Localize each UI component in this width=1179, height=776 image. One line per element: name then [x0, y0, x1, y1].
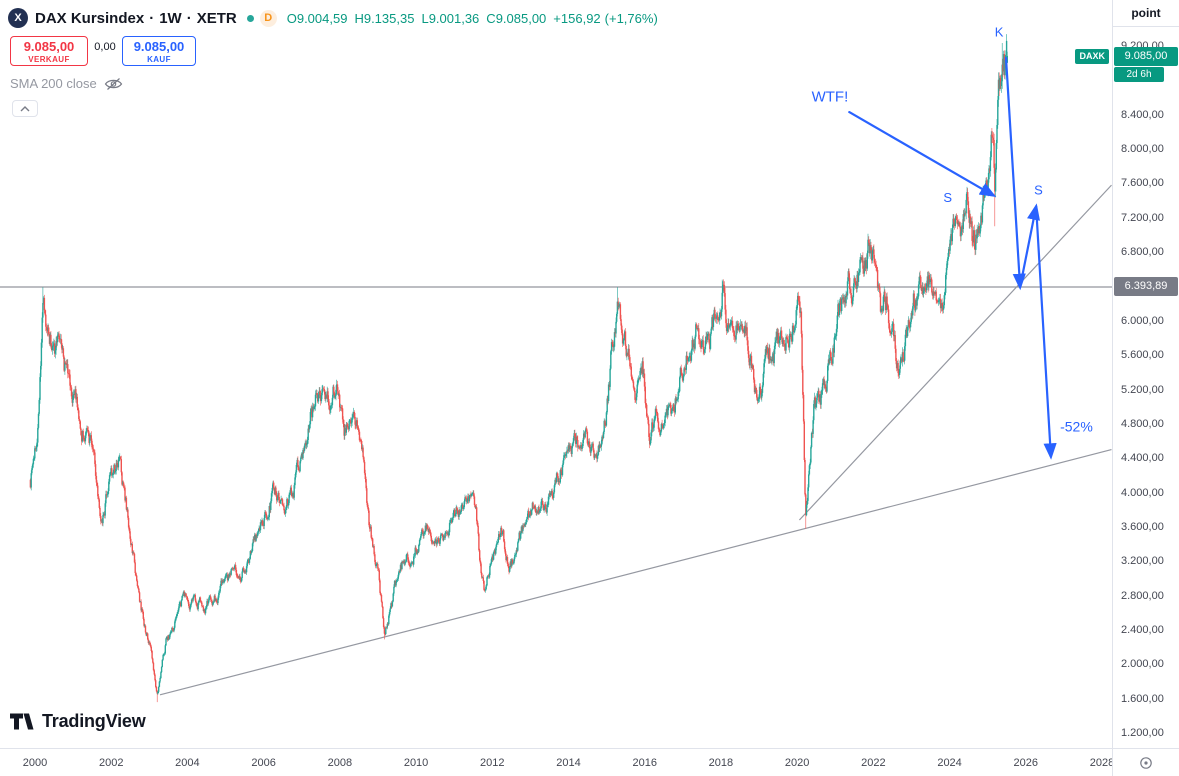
- ohlc-high-label: H: [354, 10, 364, 26]
- time-tick-label: 2026: [1013, 756, 1039, 769]
- price-tick-label: 4.000,00: [1121, 486, 1164, 499]
- change-percent: (+1,76%): [604, 10, 658, 26]
- price-tick-label: 3.200,00: [1121, 555, 1164, 568]
- symbol-price-tag: DAXK: [1075, 48, 1109, 64]
- svg-text:S: S: [1034, 182, 1043, 197]
- indicator-legend[interactable]: SMA 200 close: [10, 76, 123, 91]
- svg-text:S: S: [943, 190, 952, 205]
- price-tick-label: 8.400,00: [1121, 108, 1164, 121]
- buy-button[interactable]: 9.085,00 KAUF: [122, 36, 196, 66]
- trade-panel: 9.085,00 VERKAUF 0,00 9.085,00 KAUF: [10, 36, 196, 66]
- time-tick-label: 2000: [22, 756, 48, 769]
- svg-text:-52%: -52%: [1060, 418, 1093, 434]
- axis-corner[interactable]: [1112, 748, 1179, 776]
- current-price-badge: 9.085,00: [1114, 46, 1178, 66]
- bar-countdown-badge: 2d 6h: [1114, 66, 1164, 82]
- separator: ·: [149, 9, 155, 27]
- ohlc-high-value: 9.135,35: [363, 10, 415, 26]
- ohlc-values: O 9.004,59 H 9.135,35 L 9.001,36 C 9.085,00 …: [287, 11, 658, 26]
- indicator-name: SMA 200 close: [10, 76, 97, 91]
- ohlc-open-value: 9.004,59: [296, 10, 348, 26]
- time-tick-label: 2006: [251, 756, 276, 769]
- tradingview-mark-icon: [10, 713, 34, 730]
- price-axis-ticks: 9.200,008.400,008.000,007.600,007.200,00…: [1113, 0, 1179, 748]
- price-tick-label: 5.200,00: [1121, 383, 1164, 396]
- symbol-logo-letter: X: [14, 12, 22, 24]
- price-tick-label: 8.000,00: [1121, 143, 1164, 156]
- tradingview-logo[interactable]: TradingView: [10, 711, 146, 732]
- symbol-logo[interactable]: X: [8, 8, 28, 28]
- buy-price: 9.085,00: [133, 38, 185, 54]
- time-tick-label: 2020: [784, 756, 810, 769]
- time-tick-label: 2002: [98, 756, 124, 769]
- time-tick-label: 2008: [327, 756, 353, 769]
- price-axis-unit-label: point: [1113, 0, 1179, 27]
- price-tick-label: 3.600,00: [1121, 520, 1164, 533]
- symbol-name: DAX Kursindex: [35, 9, 145, 27]
- chevron-up-icon: [20, 105, 30, 111]
- separator: ·: [186, 9, 192, 27]
- time-tick-label: 2010: [403, 756, 429, 769]
- price-chart-canvas[interactable]: K S S WTF! -52%: [0, 0, 1112, 748]
- exchange-label: XETR: [196, 9, 237, 27]
- price-tick-label: 2.800,00: [1121, 589, 1164, 602]
- ohlc-close-label: C: [486, 10, 496, 26]
- time-tick-label: 2014: [556, 756, 581, 769]
- price-tick-label: 4.800,00: [1121, 417, 1164, 430]
- price-tick-label: 6.000,00: [1121, 314, 1164, 327]
- time-tick-label: 2012: [480, 756, 505, 769]
- price-tick-label: 5.600,00: [1121, 349, 1164, 362]
- sell-button[interactable]: 9.085,00 VERKAUF: [10, 36, 88, 66]
- time-tick-label: 2024: [937, 756, 962, 769]
- sell-price: 9.085,00: [23, 38, 75, 54]
- ohlc-open-label: O: [286, 10, 297, 26]
- symbol-title[interactable]: DAX Kursindex · 1W · XETR: [35, 10, 237, 27]
- price-tick-label: 4.400,00: [1121, 452, 1164, 465]
- price-axis[interactable]: point 9.200,008.400,008.000,007.600,007.…: [1112, 0, 1179, 748]
- change-value: +156,92: [553, 10, 601, 26]
- time-tick-label: 2016: [632, 756, 657, 769]
- eye-off-icon-glyph: [104, 77, 122, 90]
- time-tick-label: 2018: [708, 756, 734, 769]
- svg-text:K: K: [995, 24, 1004, 39]
- interval-label: 1W: [159, 9, 182, 27]
- time-tick-label: 2022: [861, 756, 886, 769]
- price-tick-label: 2.400,00: [1121, 623, 1164, 636]
- ohlc-close-value: 9.085,00: [495, 10, 547, 26]
- market-status-dot[interactable]: [246, 14, 254, 22]
- price-tick-label: 7.200,00: [1121, 211, 1164, 224]
- time-tick-label: 2028: [1089, 756, 1115, 769]
- price-tick-label: 1.600,00: [1121, 692, 1164, 705]
- spread-value: 0,00: [94, 41, 116, 53]
- ohlc-low-label: L: [421, 10, 429, 26]
- chart-pane[interactable]: K S S WTF! -52% DAXK X DAX Kursindex · 1W · …: [0, 0, 1112, 748]
- time-tick-label: 2004: [175, 756, 200, 769]
- price-tick-label: 7.600,00: [1121, 177, 1164, 190]
- price-tick-label: 2.000,00: [1121, 658, 1164, 671]
- buy-label: KAUF: [147, 54, 171, 64]
- collapse-legend-button[interactable]: [12, 100, 38, 117]
- time-axis[interactable]: 2000 2002 2004 2006 2008 2010 2012 2014 2016 2018…: [0, 748, 1115, 776]
- svg-text:WTF!: WTF!: [812, 89, 849, 106]
- delayed-data-badge[interactable]: D: [259, 9, 277, 27]
- sell-label: VERKAUF: [28, 54, 70, 64]
- target-icon: [1140, 756, 1152, 769]
- level-price-badge: 6.393,89: [1114, 276, 1178, 296]
- tradingview-logo-text: TradingView: [42, 711, 146, 731]
- symbol-legend[interactable]: X DAX Kursindex · 1W · XETR D O 9.004,59 …: [8, 8, 658, 28]
- price-tick-label: 1.200,00: [1121, 727, 1164, 739]
- ohlc-low-value: 9.001,36: [428, 10, 480, 26]
- eye-off-icon[interactable]: [104, 77, 123, 91]
- price-tick-label: 6.800,00: [1121, 246, 1164, 259]
